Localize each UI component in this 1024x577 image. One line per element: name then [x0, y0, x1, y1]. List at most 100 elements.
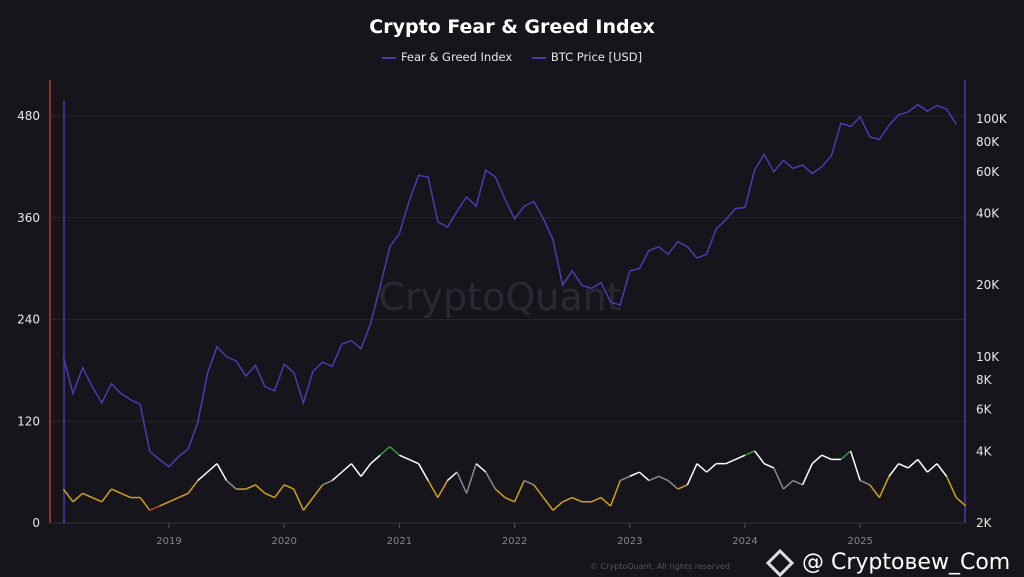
fear-greed-segment	[350, 463, 362, 477]
right-tick-label: 100K	[976, 112, 1008, 126]
fear-greed-segment	[955, 497, 967, 507]
fear-greed-segment	[542, 497, 554, 511]
left-tick-label: 240	[17, 313, 40, 327]
left-tick-label: 360	[17, 211, 40, 225]
fear-greed-segment	[389, 446, 400, 456]
fear-greed-segment	[696, 463, 708, 473]
left-tick-label: 0	[32, 516, 40, 530]
fear-greed-segment	[686, 463, 698, 486]
fear-greed-segment	[821, 454, 832, 461]
fear-greed-segment	[245, 484, 256, 490]
fear-greed-segment	[811, 454, 823, 465]
legend-item-fear-greed[interactable]: Fear & Greed Index	[381, 50, 512, 64]
fear-greed-segment	[168, 496, 179, 503]
x-tick-label: 2024	[732, 536, 757, 547]
fear-greed-segment	[465, 463, 477, 494]
fear-greed-segment	[206, 463, 218, 473]
fear-greed-segment	[658, 475, 669, 482]
x-tick-label: 2019	[156, 536, 181, 547]
fear-greed-segment	[197, 471, 208, 482]
right-tick-label: 10K	[976, 350, 1000, 364]
fear-greed-segment	[667, 480, 679, 490]
right-tick-label: 20K	[976, 278, 1000, 292]
fear-greed-segment	[417, 463, 429, 481]
fear-greed-segment	[82, 492, 93, 499]
fear-greed-segment	[600, 497, 612, 507]
legend-label: BTC Price [USD]	[550, 50, 643, 64]
fear-greed-segment	[72, 492, 84, 503]
fear-greed-segment	[782, 480, 794, 490]
fear-greed-segment	[562, 496, 573, 503]
fear-greed-segment	[763, 462, 775, 469]
fear-greed-segment	[120, 492, 131, 499]
fear-greed-segment	[744, 450, 755, 456]
fear-greed-segment	[513, 480, 525, 503]
fear-greed-segment	[754, 450, 765, 465]
fear-greed-segment	[869, 484, 880, 499]
x-tick-label: 2023	[617, 536, 642, 547]
btc-price-line	[62, 103, 957, 468]
binance-logo-icon	[765, 548, 795, 577]
fear-greed-segment	[801, 463, 813, 486]
fear-greed-segment	[264, 492, 275, 499]
legend: Fear & Greed Index BTC Price [USD]	[0, 50, 1024, 64]
fear-greed-segment	[427, 480, 439, 498]
fear-greed-segment	[437, 480, 449, 498]
fear-greed-segment	[945, 476, 957, 498]
fear-greed-segment	[475, 463, 487, 473]
watermark: CryptoQuant	[378, 275, 621, 319]
fear-greed-segment	[888, 463, 900, 477]
fear-greed-segment	[446, 471, 458, 482]
fear-greed-segment	[283, 484, 295, 490]
legend-item-btc-price[interactable]: BTC Price [USD]	[531, 50, 643, 64]
fear-greed-segment	[898, 462, 909, 469]
fear-greed-segment	[91, 496, 103, 503]
fear-greed-segment	[360, 463, 372, 477]
right-tick-label: 2K	[976, 516, 993, 530]
fear-greed-segment	[274, 484, 285, 499]
fear-greed-segment	[907, 458, 919, 469]
fear-greed-segment	[706, 463, 717, 473]
fear-greed-segment	[456, 471, 468, 494]
fear-greed-segment	[370, 454, 381, 465]
fear-greed-segment	[533, 484, 544, 499]
fear-greed-segment	[149, 505, 160, 511]
left-tick-label: 480	[17, 109, 40, 123]
legend-swatch	[381, 56, 396, 59]
right-tick-label: 4K	[976, 444, 993, 458]
right-tick-label: 8K	[976, 373, 993, 387]
fear-greed-segment	[840, 450, 852, 460]
fear-greed-segment	[494, 488, 506, 499]
fear-greed-segment	[725, 458, 736, 465]
fear-greed-segment	[178, 492, 189, 499]
fear-greed-segment	[226, 480, 237, 490]
x-tick-label: 2025	[847, 536, 872, 547]
fear-greed-segment	[792, 479, 803, 486]
fear-greed-segment	[504, 496, 515, 503]
fear-greed-segment	[399, 454, 410, 461]
right-tick-label: 40K	[976, 207, 1000, 221]
handle-text: @ Cryptoвew_Com	[802, 550, 1011, 575]
fear-greed-segment	[254, 484, 266, 494]
fear-greed-segment	[735, 454, 746, 461]
legend-swatch	[531, 56, 546, 59]
fear-greed-segment	[648, 475, 659, 482]
fear-greed-segment	[849, 450, 861, 481]
footer-handle: @ Cryptoвew_Com	[765, 548, 1011, 577]
fear-greed-segment	[571, 496, 583, 503]
fear-greed-segment	[619, 475, 631, 482]
fear-greed-segment	[379, 446, 391, 456]
x-tick-label: 2021	[387, 536, 412, 547]
fear-greed-segment	[936, 463, 948, 477]
fear-greed-segment	[917, 458, 928, 473]
fear-greed-segment	[859, 479, 871, 486]
fear-greed-segment	[111, 488, 122, 495]
fear-greed-segment	[591, 496, 602, 503]
fear-greed-segment	[773, 467, 785, 490]
fear-greed-segment	[878, 476, 890, 498]
fear-greed-segment	[926, 463, 938, 473]
fear-greed-segment	[638, 471, 650, 482]
right-tick-label: 60K	[976, 165, 1000, 179]
right-tick-label: 6K	[976, 403, 993, 417]
